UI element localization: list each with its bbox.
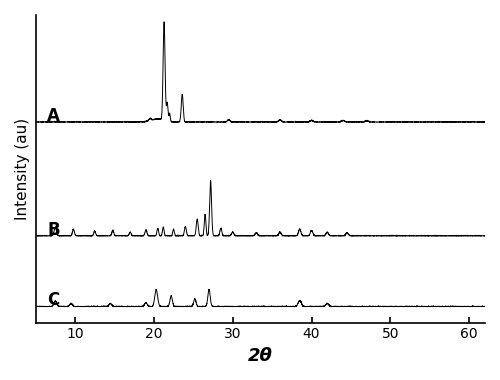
Y-axis label: Intensity (au): Intensity (au)	[15, 118, 30, 220]
Text: C: C	[48, 291, 60, 309]
Text: B: B	[48, 221, 60, 239]
X-axis label: 2θ: 2θ	[248, 347, 272, 365]
Text: A: A	[48, 107, 60, 125]
